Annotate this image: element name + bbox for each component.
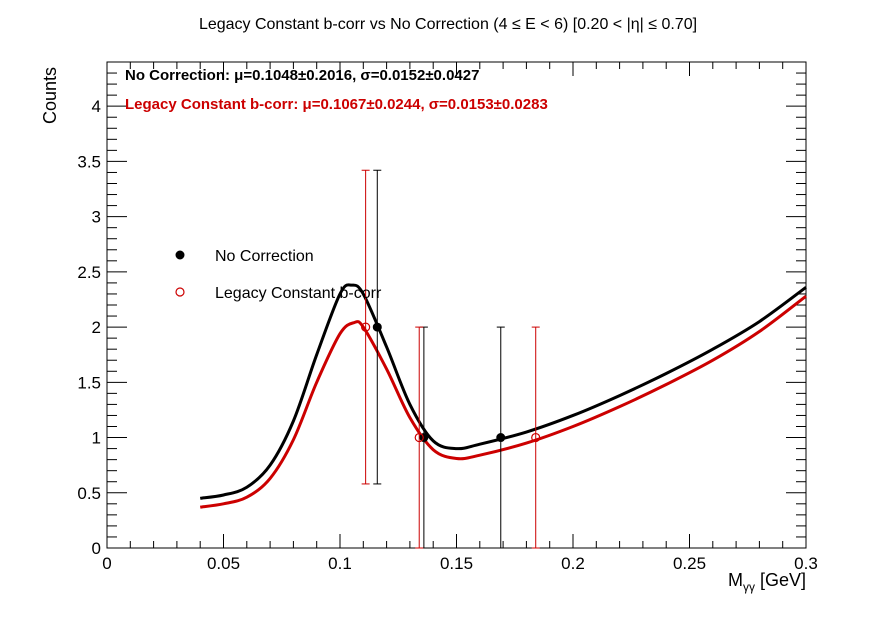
data-point-legacy-constant xyxy=(361,322,371,332)
data-point-no-correction xyxy=(372,322,382,332)
legend-marker-legacy-constant xyxy=(175,287,185,297)
chart-title: Legacy Constant b-corr vs No Correction … xyxy=(199,16,697,33)
legend-label-no-correction: No Correction xyxy=(215,248,314,265)
data-point-no-correction xyxy=(419,433,429,443)
y-tick-label: 0 xyxy=(92,539,101,558)
y-tick-label: 4 xyxy=(92,97,101,116)
y-axis-title: Counts xyxy=(40,67,60,124)
x-tick-label: 0.2 xyxy=(561,554,585,573)
x-tick-label: 0.1 xyxy=(328,554,352,573)
fit-curves xyxy=(199,283,807,509)
x-axis-ticks xyxy=(106,62,807,548)
fit-curve-no-correction xyxy=(199,283,807,500)
y-tick-label: 2 xyxy=(92,318,101,337)
legend-label-legacy-constant: Legacy Constant b-corr xyxy=(215,285,382,302)
x-axis-title: Mγγ [GeV] xyxy=(728,570,806,594)
x-tick-label: 0.25 xyxy=(673,554,706,573)
fit-curve-legacy-constant xyxy=(199,294,807,509)
x-axis-title-unit: [GeV] xyxy=(755,570,806,590)
legend-marker-no-correction xyxy=(175,250,185,260)
data-points xyxy=(361,169,541,549)
x-tick-label: 0.15 xyxy=(440,554,473,573)
y-axis-tick-labels: 0 0.5 1 1.5 2 2.5 3 3.5 4 xyxy=(77,97,101,558)
y-tick-label: 3.5 xyxy=(77,152,101,171)
y-axis-ticks xyxy=(107,61,806,549)
x-axis-title-subscript: γγ xyxy=(743,580,755,594)
legend: No Correction Legacy Constant b-corr xyxy=(175,248,382,302)
data-point-no-correction xyxy=(496,433,506,443)
x-axis-title-main: M xyxy=(728,570,743,590)
y-tick-label: 2.5 xyxy=(77,263,101,282)
y-tick-label: 3 xyxy=(92,208,101,227)
x-tick-label: 0.3 xyxy=(794,554,818,573)
x-tick-label: 0 xyxy=(102,554,111,573)
y-tick-label: 1.5 xyxy=(77,373,101,392)
data-point-legacy-constant xyxy=(531,432,541,443)
x-axis-tick-labels: 0 0.05 0.1 0.15 0.2 0.25 0.3 xyxy=(102,554,818,573)
x-tick-label: 0.05 xyxy=(207,554,240,573)
y-tick-label: 1 xyxy=(92,429,101,448)
y-tick-label: 0.5 xyxy=(77,484,101,503)
stats-no-correction: No Correction: μ=0.1048±0.2016, σ=0.0152… xyxy=(125,67,479,84)
data-point-legacy-constant xyxy=(414,432,424,443)
stats-legacy-constant: Legacy Constant b-corr: μ=0.1067±0.0244,… xyxy=(125,96,548,113)
